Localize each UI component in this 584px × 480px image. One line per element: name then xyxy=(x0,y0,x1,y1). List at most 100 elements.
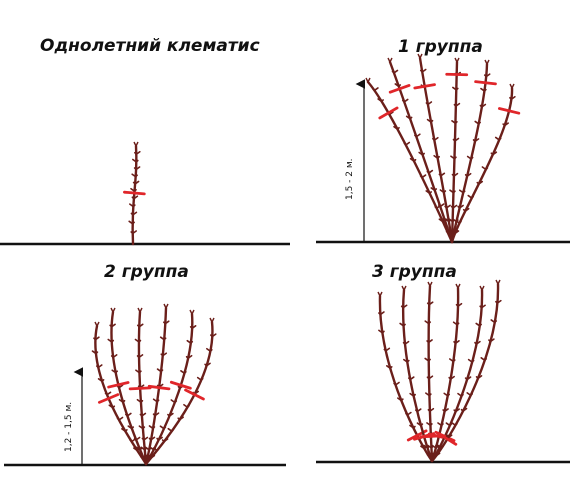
bud-node xyxy=(125,412,132,417)
bud-node xyxy=(426,169,434,174)
bud-node xyxy=(451,120,458,125)
bud-node xyxy=(134,150,141,156)
bud-node xyxy=(451,172,459,177)
stem-tip xyxy=(417,53,423,59)
group1-title: 1 группа xyxy=(398,37,483,57)
bud-node xyxy=(425,190,432,195)
bud-node xyxy=(144,446,152,451)
pruning-cut-mark xyxy=(413,83,436,90)
bud-node xyxy=(206,347,213,353)
bud-node xyxy=(148,436,156,441)
bud-node xyxy=(474,340,481,345)
bud-node xyxy=(109,323,116,328)
bud-node xyxy=(167,427,175,432)
bud-node xyxy=(377,98,384,103)
stem-tip xyxy=(509,83,515,89)
bud-node xyxy=(391,69,399,74)
stem-tip xyxy=(377,291,383,297)
bud-node xyxy=(405,115,413,120)
bud-node xyxy=(453,102,461,107)
bud-node xyxy=(453,339,460,345)
bud-node xyxy=(148,425,156,430)
bud-node xyxy=(407,376,415,381)
bud-node xyxy=(93,336,100,341)
pruning-cut-mark xyxy=(147,384,171,391)
stem-tip xyxy=(455,283,461,289)
pruning-cut-mark xyxy=(388,84,411,94)
bud-node xyxy=(378,329,385,334)
bud-node xyxy=(159,336,167,341)
bud-node xyxy=(393,381,400,386)
bud-node xyxy=(509,95,516,101)
bud-node xyxy=(132,158,139,163)
bud-node xyxy=(450,204,458,209)
bud-node xyxy=(424,320,432,325)
group3-plant xyxy=(377,279,502,463)
bud-node xyxy=(444,204,451,209)
bud-node xyxy=(427,444,434,449)
bud-node xyxy=(475,375,483,380)
bud-node xyxy=(480,87,487,92)
bud-node xyxy=(449,358,456,363)
bud-node xyxy=(111,369,119,374)
bud-node xyxy=(450,155,457,160)
bud-node xyxy=(139,412,147,417)
bud-node xyxy=(414,408,422,413)
bud-node xyxy=(156,436,163,441)
bud-node xyxy=(116,384,124,389)
bud-node xyxy=(385,365,393,370)
bud-node xyxy=(156,368,164,373)
bud-node xyxy=(452,230,460,235)
bud-node xyxy=(121,428,128,433)
bud-node xyxy=(490,151,498,156)
bud-node xyxy=(108,404,116,409)
bud-node xyxy=(399,322,406,327)
bud-node xyxy=(426,339,433,344)
stem-tip xyxy=(94,321,100,327)
bud-node xyxy=(452,86,459,91)
bud-node xyxy=(378,311,385,316)
bud-node xyxy=(196,376,204,381)
bud-node xyxy=(476,180,484,185)
bud-node xyxy=(403,141,411,146)
stem-tip xyxy=(495,279,501,285)
bud-node xyxy=(419,174,427,179)
group2-height-marker: 1,2 - 1,5 м. xyxy=(64,367,84,464)
stem-tip xyxy=(137,307,143,313)
bud-node xyxy=(445,422,453,427)
bud-node xyxy=(467,194,475,199)
bud-node xyxy=(433,452,441,457)
bud-node xyxy=(189,325,197,330)
bud-node xyxy=(437,444,444,449)
stem-tip xyxy=(427,281,433,287)
bud-node xyxy=(130,230,137,235)
bud-node xyxy=(432,136,439,142)
bud-node xyxy=(400,304,408,309)
pruning-cut-mark xyxy=(474,80,497,86)
bud-node xyxy=(186,339,194,344)
bud-node xyxy=(472,138,480,143)
bud-node xyxy=(136,354,144,359)
bud-node xyxy=(418,151,425,156)
bud-node xyxy=(104,391,112,396)
bud-node xyxy=(483,73,491,78)
bud-node xyxy=(481,166,489,171)
stem-tip xyxy=(133,141,139,147)
bud-node xyxy=(209,333,217,338)
bud-node xyxy=(397,397,404,402)
bud-node xyxy=(394,83,402,88)
bud-node xyxy=(455,302,463,308)
bud-node xyxy=(136,398,144,404)
bud-node xyxy=(479,304,486,309)
bud-node xyxy=(414,133,421,138)
bud-node xyxy=(136,323,144,328)
bud-node xyxy=(133,166,141,171)
stem-tip xyxy=(163,303,169,309)
bud-node xyxy=(453,408,460,413)
bud-node xyxy=(479,103,487,108)
stem-tip xyxy=(110,307,116,313)
bud-node xyxy=(467,358,475,363)
bud-node xyxy=(433,154,440,160)
bud-node xyxy=(107,338,115,343)
bud-node xyxy=(460,407,468,412)
